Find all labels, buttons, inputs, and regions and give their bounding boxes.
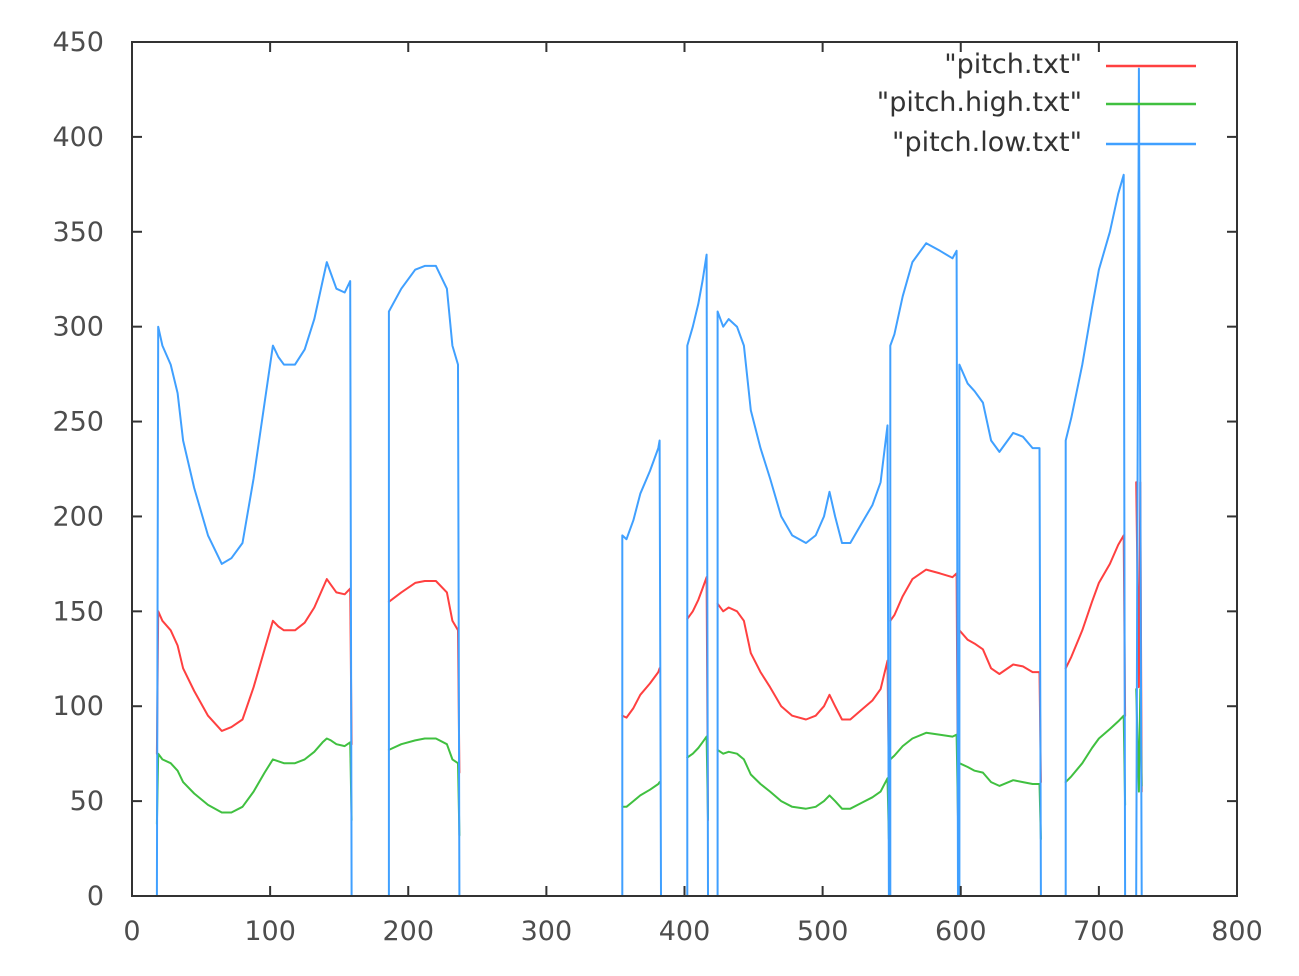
series-line-segment [958,363,1042,897]
series-0 [155,481,1143,822]
series-line-segment [387,737,461,837]
y-tick-label: 0 [87,881,104,912]
legend-label: "pitch.high.txt" [877,87,1082,118]
series-line-segment [716,310,890,897]
series-line-segment [686,576,709,822]
x-tick-label: 200 [382,916,434,947]
x-tick-label: 800 [1211,916,1263,947]
y-tick-label: 400 [52,122,104,153]
series-1 [155,688,1143,841]
y-tick-label: 450 [52,27,104,58]
x-tick-label: 700 [1073,916,1125,947]
plot-frame [131,41,1238,897]
series-line-segment [1135,67,1143,897]
series-line-segment [387,580,461,774]
y-tick-label: 350 [52,217,104,248]
series-line-segment [621,667,661,719]
series-line-segment [155,578,353,755]
ticks-layer: 0 100 200 300 400 500 600 700 800 0 50 100 150 200 250… [52,27,1262,947]
y-tick-label: 50 [70,786,104,817]
series-layer [155,67,1143,897]
series-line-segment [1064,534,1127,717]
series-line-segment [621,439,662,897]
series-line-segment [889,242,959,897]
series-line-segment [1064,173,1127,897]
legend-label: "pitch.low.txt" [892,127,1082,158]
y-tick-label: 250 [52,407,104,438]
x-tick-label: 100 [244,916,296,947]
series-line-segment [621,781,661,808]
series-line-segment [889,731,959,818]
legend: "pitch.txt" "pitch.high.txt" "pitch.low.tx… [877,49,1196,158]
series-line-segment [155,261,353,897]
x-tick-label: 500 [797,916,849,947]
y-tick-label: 150 [52,596,104,627]
y-tick-label: 200 [52,501,104,532]
y-tick-label: 100 [52,691,104,722]
series-line-segment [958,629,1042,784]
series-line-segment [387,264,461,897]
x-tick-label: 0 [123,916,140,947]
series-line-segment [155,737,353,825]
series-line-segment [716,602,890,784]
y-tick-label: 300 [52,312,104,343]
series-line-segment [686,253,709,897]
legend-label: "pitch.txt" [944,49,1082,80]
series-line-segment [686,735,709,820]
x-tick-label: 300 [521,916,573,947]
series-2 [155,67,1143,897]
series-line-segment [958,762,1042,841]
series-line-segment [716,748,890,841]
series-line-segment [1064,714,1127,806]
x-tick-label: 400 [659,916,711,947]
x-tick-label: 600 [935,916,987,947]
series-line-segment [889,568,959,822]
